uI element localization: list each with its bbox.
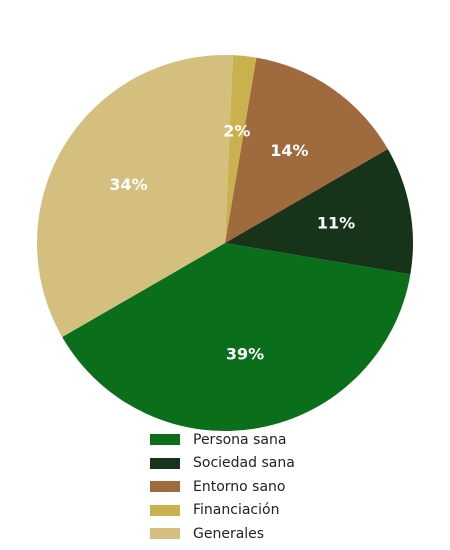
legend-swatch: [150, 504, 180, 516]
pie-slice-persona-sana: [62, 243, 411, 431]
legend-item: Generales: [150, 522, 295, 546]
pie-slice-financiaci-n: [225, 55, 257, 243]
pie-slice-generales: [36, 54, 233, 337]
legend-label: Financiación: [193, 502, 280, 519]
pie-label-entorno-sano: 14%: [270, 141, 308, 160]
pie-slice-entorno-sano: [225, 57, 388, 243]
pie-label-persona-sana: 39%: [226, 345, 264, 364]
legend-label: Persona sana: [193, 431, 287, 448]
legend-label: Generales: [193, 525, 265, 542]
legend-item: Persona sana: [150, 428, 295, 452]
pie-slice-sociedad-sana: [225, 149, 414, 275]
legend-label: Sociedad sana: [193, 455, 295, 472]
legend: Persona sana Sociedad sana Entorno sano Fin…: [150, 428, 295, 546]
pie-label-generales: 34%: [109, 175, 147, 194]
pie-label-sociedad-sana: 11%: [317, 214, 355, 233]
legend-item: Entorno sano: [150, 475, 295, 499]
pie-slices: [36, 54, 414, 431]
legend-swatch: [150, 434, 180, 446]
pie-label-financiaci-n: 2%: [223, 121, 250, 140]
legend-item: Financiación: [150, 499, 295, 523]
legend-label: Entorno sano: [193, 478, 286, 495]
legend-swatch: [150, 481, 180, 493]
legend-swatch: [150, 528, 180, 540]
legend-item: Sociedad sana: [150, 452, 295, 476]
legend-swatch: [150, 457, 180, 469]
pie-labels: 39% 11% 14% 2% 34%: [109, 121, 355, 363]
